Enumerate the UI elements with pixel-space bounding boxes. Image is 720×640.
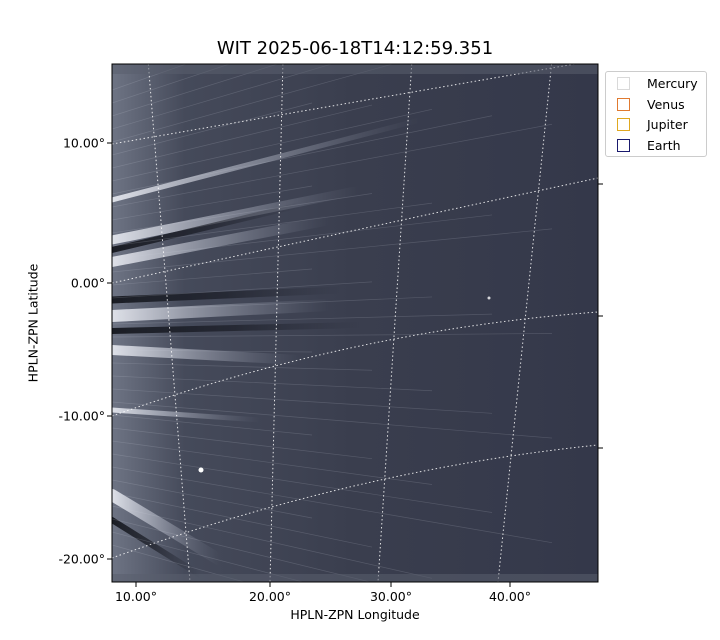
faint-ray xyxy=(112,388,493,414)
legend-swatch xyxy=(617,117,630,131)
faint-ray xyxy=(112,466,553,544)
faint-ray xyxy=(112,313,493,325)
faint-ray xyxy=(112,214,493,260)
legend: Mercury Venus Jupiter Earth xyxy=(605,71,707,157)
coordinate-gridline xyxy=(112,444,598,559)
faint-ray xyxy=(112,453,493,513)
x-tick-label: 40.00° xyxy=(488,589,532,604)
faint-ray xyxy=(112,544,246,582)
dark-streamer xyxy=(112,202,303,253)
faint-ray xyxy=(112,333,553,338)
faint-ray xyxy=(112,115,493,195)
bright-streamer xyxy=(112,407,263,423)
legend-label: Earth xyxy=(647,137,681,153)
coronagraph-image xyxy=(112,64,598,582)
y-axis-label: HPLN-ZPN Latitude xyxy=(25,263,41,383)
faint-ray xyxy=(112,440,433,485)
bright-streamer xyxy=(112,345,305,365)
dark-streamer xyxy=(112,517,203,578)
faint-ray xyxy=(112,64,231,104)
bright-streamer xyxy=(112,117,423,203)
faint-ray xyxy=(112,492,373,548)
legend-label: Mercury xyxy=(647,75,698,91)
bright-streamer xyxy=(112,215,335,267)
faint-ray xyxy=(112,104,373,169)
faint-ray xyxy=(112,193,373,234)
plot-title: WIT 2025-06-18T14:12:59.351 xyxy=(216,38,494,59)
x-tick-label: 20.00° xyxy=(248,589,292,604)
y-tick-label: 0.00° xyxy=(70,275,105,291)
coordinate-gridline xyxy=(112,177,598,284)
bright-streamer xyxy=(112,185,365,245)
x-axis-label: HPLN-ZPN Longitude xyxy=(290,607,420,622)
coordinate-gridline xyxy=(147,64,191,582)
bright-streamer xyxy=(112,299,336,322)
faint-ray xyxy=(112,64,188,91)
faint-ray xyxy=(112,505,433,579)
faint-ray xyxy=(112,281,373,299)
faint-ray xyxy=(112,349,313,353)
faint-ray xyxy=(112,375,433,392)
faint-ray xyxy=(112,185,313,221)
star-point xyxy=(198,467,204,473)
faint-ray xyxy=(112,102,313,156)
coordinate-gridline xyxy=(112,311,598,417)
faint-ray xyxy=(112,202,433,247)
legend-item-earth: Earth xyxy=(617,137,681,153)
faint-ray xyxy=(112,108,433,182)
legend-swatch xyxy=(617,138,630,152)
legend-item-mercury: Mercury xyxy=(617,75,698,91)
faint-ray xyxy=(112,401,553,439)
legend-swatch xyxy=(617,97,630,111)
faint-ray xyxy=(112,362,373,371)
y-tick-label: -20.00° xyxy=(58,551,105,567)
coordinate-gridline xyxy=(269,64,284,582)
x-tick-label: 10.00° xyxy=(114,589,158,604)
legend-item-venus: Venus xyxy=(617,96,685,112)
legend-swatch xyxy=(617,76,630,90)
dark-streamer xyxy=(112,322,363,334)
faint-ray xyxy=(112,479,313,519)
star-point xyxy=(487,296,491,300)
faint-ray xyxy=(112,531,305,582)
coordinate-gridline xyxy=(497,64,553,582)
faint-ray xyxy=(112,268,313,286)
legend-label: Jupiter xyxy=(647,116,688,132)
y-tick-label: -10.00° xyxy=(58,408,105,424)
faint-ray xyxy=(112,296,433,312)
dark-streamer xyxy=(112,286,344,304)
bright-streamer xyxy=(112,489,226,566)
faint-ray xyxy=(112,414,313,436)
x-tick-label: 30.00° xyxy=(369,589,413,604)
faint-ray xyxy=(112,427,373,460)
faint-ray xyxy=(112,123,553,208)
legend-item-jupiter: Jupiter xyxy=(617,116,688,132)
legend-label: Venus xyxy=(647,96,685,112)
y-tick-label: 10.00° xyxy=(62,135,105,151)
faint-ray xyxy=(112,228,553,273)
faint-ray xyxy=(112,64,394,143)
faint-ray xyxy=(112,518,372,582)
